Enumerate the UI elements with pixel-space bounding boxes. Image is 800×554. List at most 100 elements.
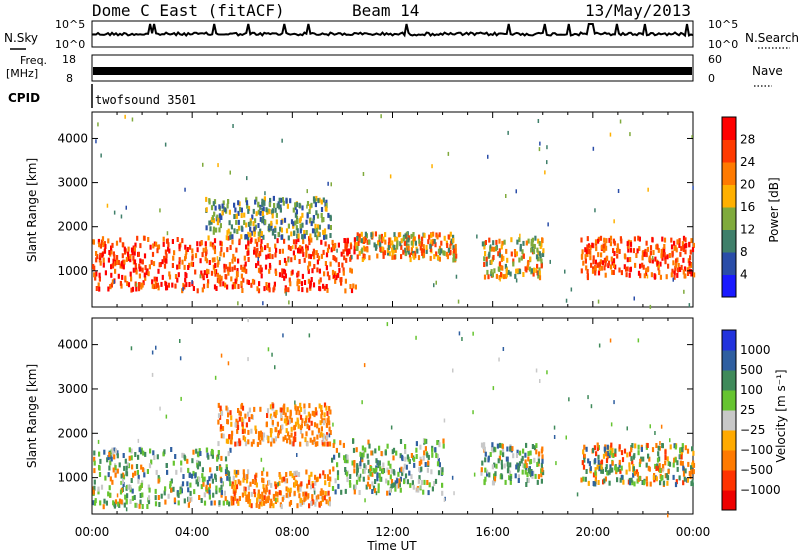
time-axis-label: Time UT <box>366 539 417 553</box>
echo-cell <box>486 471 489 477</box>
echo-cell <box>435 251 438 257</box>
echo-cell <box>289 411 292 417</box>
echo-cell <box>342 442 345 448</box>
echo-cell <box>514 473 517 479</box>
echo-cell <box>158 262 161 268</box>
echo-cell <box>181 452 184 458</box>
echo-cell <box>293 255 296 261</box>
echo-cell <box>595 451 598 457</box>
echo-cell <box>483 256 486 262</box>
echo-cell <box>345 257 348 263</box>
echo-cell <box>373 468 376 474</box>
echo-cell <box>98 451 101 457</box>
echo-cell <box>338 452 341 458</box>
echo-cell <box>537 461 540 467</box>
echo-cell <box>137 438 140 443</box>
echo-cell <box>452 245 455 251</box>
echo-cell <box>259 406 262 412</box>
echo-cell <box>525 463 528 468</box>
echo-cell <box>253 229 256 235</box>
echo-cell <box>334 271 337 277</box>
echo-cell <box>325 265 328 271</box>
echo-cell <box>680 450 683 456</box>
echo-cell <box>230 495 233 501</box>
echo-cell <box>174 454 177 459</box>
echo-cell <box>299 501 302 507</box>
echo-cell <box>632 248 635 254</box>
echo-cell <box>212 201 215 207</box>
echo-cell <box>304 492 307 498</box>
echo-cell <box>210 205 214 211</box>
echo-cell <box>507 130 509 135</box>
echo-cell <box>338 267 341 273</box>
echo-cell <box>398 482 401 488</box>
echo-cell <box>322 433 325 439</box>
echo-cell <box>198 448 201 454</box>
echo-cell <box>253 249 256 255</box>
echo-cell <box>104 270 107 276</box>
echo-cell <box>418 475 421 481</box>
echo-cell <box>331 457 334 463</box>
echo-cell <box>442 438 445 444</box>
echo-cell <box>446 243 449 248</box>
echo-cell <box>252 208 255 214</box>
echo-cell <box>299 441 302 447</box>
echo-cell <box>524 452 527 458</box>
echo-cell <box>139 499 142 505</box>
echo-cell <box>225 405 228 411</box>
echo-cell <box>648 255 651 261</box>
echo-cell <box>514 252 517 258</box>
echo-cell <box>289 439 292 445</box>
echo-cell <box>394 486 397 492</box>
echo-cell <box>200 498 203 503</box>
echo-cell <box>533 445 537 451</box>
echo-cell <box>216 277 219 283</box>
echo-cell <box>280 415 283 421</box>
echo-cell <box>274 207 277 213</box>
echo-cell <box>536 479 539 485</box>
echo-cell <box>235 470 238 475</box>
echo-cell <box>491 246 494 252</box>
echo-cell <box>441 467 444 473</box>
echo-cell <box>199 241 202 247</box>
colorbar-tick-label: 28 <box>740 133 755 147</box>
echo-cell <box>596 262 599 268</box>
echo-cell <box>171 239 174 244</box>
echo-cell <box>455 274 458 279</box>
echo-cell <box>147 271 150 277</box>
echo-cell <box>183 284 186 290</box>
echo-cell <box>666 456 669 462</box>
echo-cell <box>93 500 97 506</box>
echo-cell <box>206 268 209 274</box>
echo-cell <box>113 210 116 215</box>
echo-cell <box>210 219 213 225</box>
echo-cell <box>180 488 183 494</box>
echo-cell <box>664 255 667 261</box>
echo-cell <box>537 250 540 256</box>
echo-cell <box>189 244 192 250</box>
echo-cell <box>102 262 105 268</box>
echo-cell <box>350 268 353 274</box>
echo-cell <box>319 286 322 292</box>
echo-cell <box>127 251 130 257</box>
echo-cell <box>427 490 430 496</box>
echo-cell <box>435 280 437 285</box>
echo-cell <box>356 232 359 238</box>
x-tick-label: 12:00 <box>375 525 410 539</box>
echo-cell <box>584 254 587 260</box>
echo-cell <box>591 242 594 248</box>
echo-cell <box>126 493 129 499</box>
echo-cell <box>408 459 411 464</box>
echo-cell <box>538 270 541 276</box>
echo-cell <box>260 435 263 441</box>
echo-cell <box>455 253 458 259</box>
echo-cell <box>602 453 606 459</box>
echo-cell <box>540 468 543 474</box>
echo-cell <box>292 250 295 256</box>
nsky-label: N.Sky <box>4 31 38 45</box>
echo-cell <box>410 474 413 480</box>
echo-cell <box>405 240 408 246</box>
echo-cell <box>658 463 661 469</box>
echo-cell <box>235 276 238 282</box>
echo-cell <box>229 170 231 175</box>
